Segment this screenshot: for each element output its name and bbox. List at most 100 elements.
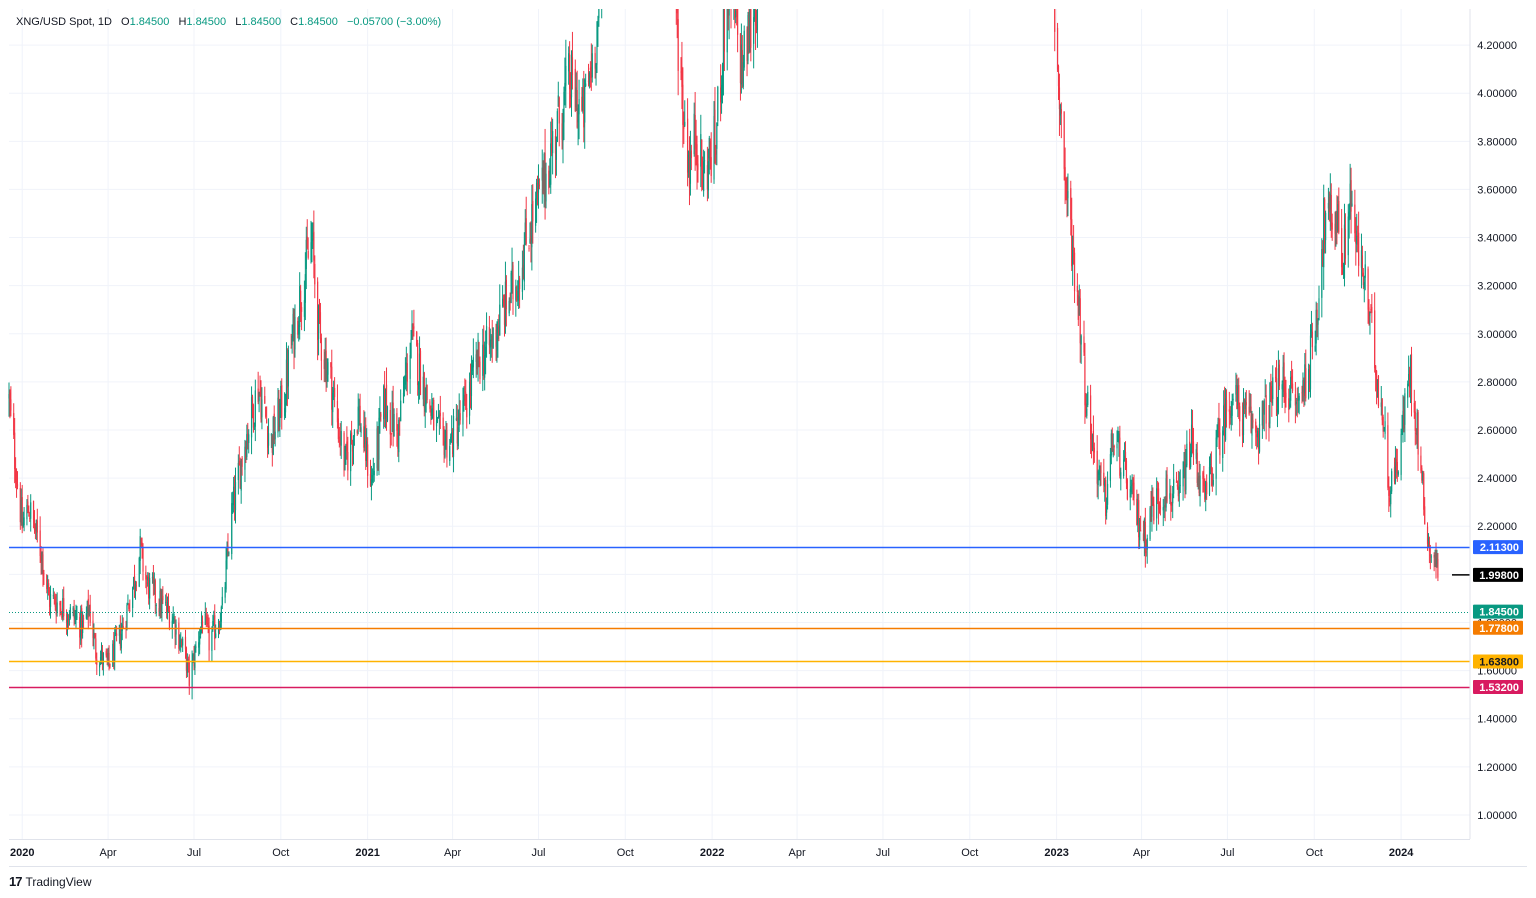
candle-body [689, 151, 692, 184]
candle-body [167, 605, 170, 611]
candle-body [450, 436, 452, 443]
candle-body [204, 613, 206, 625]
x-tick-label: Apr [1133, 847, 1150, 859]
candle-body [436, 420, 439, 422]
x-tick-label: Jul [531, 847, 545, 859]
candle-body [734, 9, 736, 19]
candle-body [377, 428, 379, 456]
candle-body [352, 435, 355, 449]
candle-body [142, 548, 144, 572]
candle-body [134, 583, 137, 590]
candle-body [166, 604, 168, 613]
candle-body [1145, 551, 1147, 553]
candle-body [1298, 395, 1300, 401]
candle-body [1408, 373, 1410, 381]
candle-body [1205, 481, 1207, 499]
candle-body [114, 635, 116, 661]
candle-body [582, 87, 584, 111]
candle-body [1302, 380, 1304, 393]
y-tick-label: 4.00000 [1477, 88, 1517, 100]
candle-body [300, 290, 302, 312]
candle-body [503, 300, 506, 325]
candle-body [402, 392, 405, 404]
candle-body [710, 157, 712, 177]
candle-body [581, 96, 583, 111]
candle-body [1282, 366, 1284, 382]
candle-body [418, 353, 421, 385]
candle-body [1433, 554, 1435, 558]
candle-body [475, 354, 477, 362]
candle-body [360, 427, 362, 434]
price-axis[interactable]: 1.000001.200001.400001.600001.800002.000… [1477, 40, 1517, 822]
candle-body [1063, 111, 1065, 169]
y-tick-label: 3.20000 [1477, 281, 1517, 293]
candle-body [258, 392, 260, 402]
candle-body [1058, 87, 1061, 110]
candle-body [347, 452, 349, 471]
symbol-legend[interactable]: XNG/USD Spot, 1D O1.84500 H1.84500 L1.84… [16, 16, 441, 28]
candle-body [1415, 433, 1417, 434]
candle-body [1235, 385, 1237, 395]
candle-body [703, 161, 705, 192]
candle-body [1244, 400, 1246, 409]
candle-body [1248, 406, 1250, 415]
time-axis[interactable]: 2020 Apr Jul Oct 2021 Apr Jul Oct 2022 Apr Jul Oct 2… [10, 847, 1414, 859]
candle-body [1144, 521, 1146, 554]
candle-body [1278, 364, 1280, 387]
tradingview-branding[interactable]: 17 TradingView [9, 874, 92, 889]
y-tick-label: 3.00000 [1477, 329, 1517, 341]
candle-body [1206, 482, 1208, 495]
candle-body [737, 9, 739, 35]
candle-body [1277, 368, 1280, 413]
candle-body [1242, 400, 1245, 435]
x-tick-label: 2023 [1044, 847, 1068, 859]
candle-body [61, 612, 63, 619]
candle-body [1229, 410, 1231, 415]
candle-body [684, 121, 686, 126]
candle-body [8, 394, 10, 399]
candle-body [1387, 425, 1389, 488]
candle-body [185, 647, 188, 671]
candle-body [1407, 383, 1409, 398]
candle-body [1297, 398, 1299, 401]
candle-body [535, 198, 537, 226]
candle-body [1073, 247, 1075, 248]
candle-body [496, 336, 498, 351]
price-tag: 1.77800 [1473, 620, 1523, 635]
candle-body [741, 50, 743, 83]
candle-body [30, 502, 32, 519]
candle-body [135, 585, 138, 587]
candle-body [542, 168, 544, 194]
candle-body [1189, 441, 1191, 468]
candle-body [141, 542, 143, 546]
candle-body [53, 595, 55, 597]
candle-body [753, 17, 755, 44]
candle-body [1371, 307, 1373, 313]
candle-body [248, 434, 250, 443]
candle-body [743, 30, 745, 68]
grid [9, 9, 1470, 839]
candle-body [129, 610, 131, 612]
candle-body [273, 413, 275, 441]
y-tick-label: 3.60000 [1477, 184, 1517, 196]
candle-body [442, 417, 444, 430]
candle-body [151, 577, 154, 579]
candle-body [1362, 272, 1364, 286]
candle-body [264, 395, 266, 404]
horizontal-levels[interactable] [9, 546, 1470, 689]
candle-body [1334, 223, 1336, 234]
candle-body [376, 428, 378, 469]
candle-body [226, 548, 228, 559]
candle-body [1065, 179, 1067, 185]
candle-body [250, 397, 253, 438]
candle-body [119, 627, 121, 646]
candle-body [1156, 488, 1158, 519]
candle-body [320, 337, 322, 361]
candle-body [148, 576, 150, 599]
candle-body [749, 9, 751, 52]
candle-body [1179, 484, 1181, 486]
candle-body [462, 400, 464, 425]
candle-body [558, 97, 560, 124]
